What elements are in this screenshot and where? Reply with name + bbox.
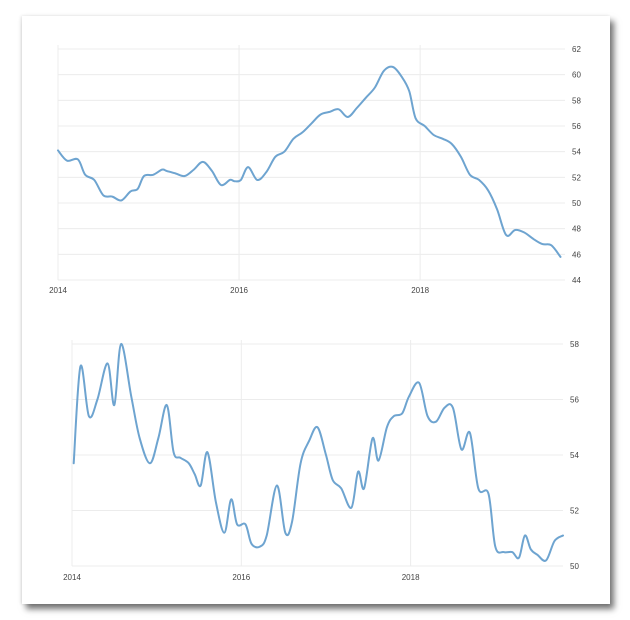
x-tick-label: 2018 [402,573,420,582]
y-tick-label: 50 [572,199,581,208]
x-tick-label: 2016 [230,286,248,295]
y-tick-label: 58 [572,96,581,105]
chart-frame [22,16,610,604]
y-tick-label: 62 [572,45,581,54]
y-tick-label: 46 [572,250,581,259]
x-tick-label: 2014 [49,286,67,295]
y-tick-label: 56 [572,122,581,131]
x-tick-label: 2018 [411,286,429,295]
y-tick-label: 58 [570,340,579,349]
chart-bottom: 50 52 54 56 58 2014 2016 2018 [63,340,579,582]
y-tick-label: 54 [572,148,581,157]
y-tick-label: 50 [570,562,579,571]
y-tick-label: 56 [570,396,579,405]
x-tick-label: 2016 [232,573,250,582]
y-tick-label: 60 [572,71,581,80]
y-tick-label: 44 [572,276,581,285]
chart-top: 44 46 48 50 52 54 56 58 60 62 2014 2016 2018 [49,45,581,295]
series-line [72,342,564,562]
y-tick-label: 52 [570,507,579,516]
y-tick-label: 54 [570,451,579,460]
series-line [57,65,562,258]
y-tick-label: 52 [572,173,581,182]
x-tick-label: 2014 [63,573,81,582]
y-tick-label: 48 [572,225,581,234]
